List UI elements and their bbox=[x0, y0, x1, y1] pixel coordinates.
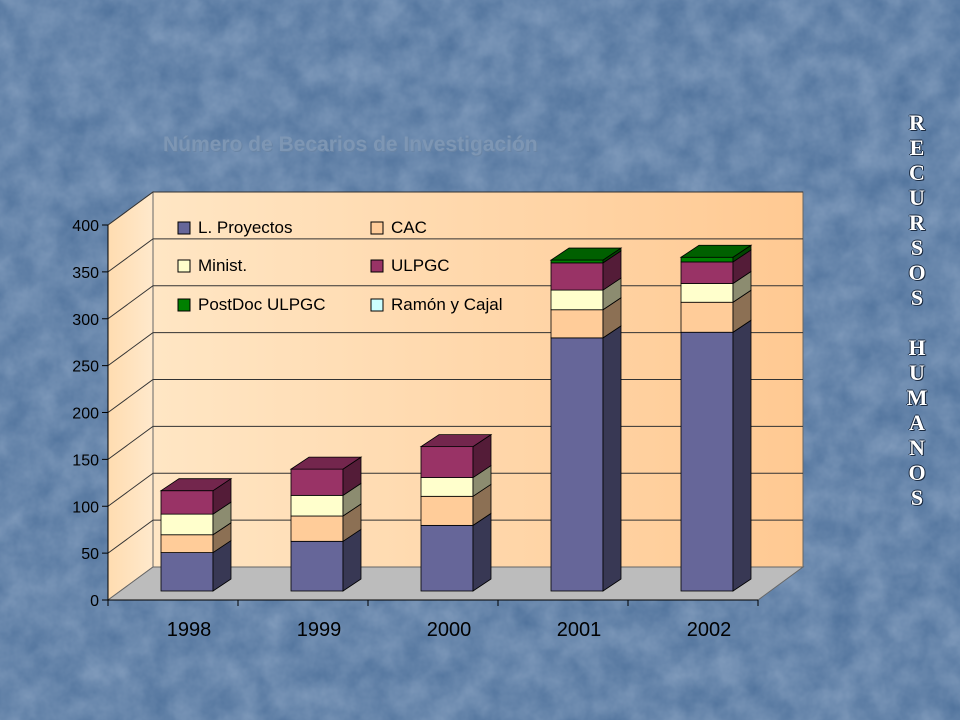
bar-segment bbox=[290, 494, 344, 517]
bar-segment bbox=[290, 468, 344, 496]
bar-segment-top bbox=[289, 456, 363, 470]
side-letter: U bbox=[909, 185, 925, 210]
y-tick-label: 0 bbox=[90, 593, 99, 610]
y-tick-label: 300 bbox=[72, 312, 99, 329]
chart-legend: L. Proyectos CAC Minist. ULPGC PostDoc ULPGC… bbox=[177, 218, 503, 314]
side-letter: M bbox=[906, 385, 928, 410]
side-letter: S bbox=[910, 285, 924, 310]
side-letter: O bbox=[908, 260, 926, 285]
bar-segment bbox=[680, 331, 734, 592]
gridline bbox=[107, 191, 803, 226]
legend-swatch bbox=[177, 298, 191, 312]
side-letter: N bbox=[909, 435, 925, 460]
x-axis: 1998 1999 2000 2001 2002 bbox=[107, 599, 759, 641]
bar-segment bbox=[160, 490, 214, 515]
y-tick-label: 350 bbox=[72, 265, 99, 282]
bar-segment-side bbox=[472, 512, 492, 592]
y-axis: 0 50 100 150 200 250 300 350 400 bbox=[72, 218, 109, 610]
bar-segment bbox=[420, 495, 474, 526]
bar-segment bbox=[550, 309, 604, 339]
bar-segment bbox=[290, 540, 344, 592]
side-letter: H bbox=[908, 335, 926, 360]
side-letter: S bbox=[910, 235, 924, 260]
x-tick-label: 2000 bbox=[427, 619, 472, 641]
legend-swatch bbox=[177, 259, 191, 273]
legend-label: CAC bbox=[391, 218, 427, 237]
y-tick-label: 400 bbox=[72, 218, 99, 235]
chart-bars bbox=[159, 244, 753, 592]
bar-segment-top bbox=[549, 247, 623, 261]
y-tick-label: 50 bbox=[81, 546, 99, 563]
bar-segment bbox=[680, 301, 734, 333]
side-letter: E bbox=[909, 135, 925, 160]
side-letter: R bbox=[909, 110, 925, 135]
bar-stack-2001 bbox=[549, 247, 623, 592]
bar-segment-side bbox=[602, 325, 622, 592]
bar-segment bbox=[420, 477, 474, 497]
legend-label: Ramón y Cajal bbox=[391, 295, 503, 314]
y-tick-label: 250 bbox=[72, 359, 99, 376]
bar-segment bbox=[420, 524, 474, 592]
bar-segment-top bbox=[679, 244, 753, 258]
bar-stack-2000 bbox=[419, 433, 493, 592]
x-tick-label: 2002 bbox=[687, 619, 732, 641]
legend-swatch bbox=[370, 221, 384, 235]
legend-swatch bbox=[370, 259, 384, 273]
bar-segment bbox=[160, 513, 214, 536]
legend-swatch bbox=[370, 298, 384, 312]
bar-segment-top bbox=[419, 434, 493, 448]
bar-segment-top bbox=[159, 478, 233, 492]
legend-label: L. Proyectos bbox=[198, 218, 293, 237]
chart-title: Número de Becarios de Investigación bbox=[163, 133, 538, 156]
bar-segment bbox=[680, 261, 734, 284]
bar-stack-2002 bbox=[679, 244, 753, 592]
legend-label: ULPGC bbox=[391, 256, 450, 275]
bar-stack-1999 bbox=[289, 456, 363, 592]
side-letter: C bbox=[909, 160, 925, 185]
x-tick-label: 1999 bbox=[297, 619, 342, 641]
side-letter: A bbox=[909, 410, 925, 435]
bar-segment bbox=[160, 534, 214, 553]
side-letter: U bbox=[909, 360, 925, 385]
bar-segment bbox=[550, 289, 604, 311]
legend-swatch bbox=[177, 221, 191, 235]
bar-segment bbox=[290, 515, 344, 542]
y-tick-label: 200 bbox=[72, 406, 99, 423]
bar-segment bbox=[550, 337, 604, 592]
side-letter: R bbox=[909, 210, 925, 235]
y-tick-label: 100 bbox=[72, 499, 99, 516]
bar-segment-side bbox=[732, 319, 752, 592]
gridline bbox=[107, 238, 803, 273]
bar-segment bbox=[680, 283, 734, 303]
bar-segment bbox=[550, 259, 604, 264]
bar-segment bbox=[160, 552, 214, 592]
x-tick-label: 1998 bbox=[167, 619, 212, 641]
y-tick-label: 150 bbox=[72, 452, 99, 469]
bar-stack-1998 bbox=[159, 477, 233, 592]
x-tick-label: 2001 bbox=[557, 619, 602, 641]
bar-segment bbox=[680, 256, 734, 263]
side-letter: S bbox=[910, 485, 924, 510]
bar-segment bbox=[420, 446, 474, 478]
side-vertical-label: R E C U R S O S H U M A N O S bbox=[902, 110, 932, 510]
legend-label: Minist. bbox=[198, 256, 247, 275]
side-letter: O bbox=[908, 460, 926, 485]
bar-segment bbox=[550, 262, 604, 291]
legend-label: PostDoc ULPGC bbox=[198, 295, 326, 314]
